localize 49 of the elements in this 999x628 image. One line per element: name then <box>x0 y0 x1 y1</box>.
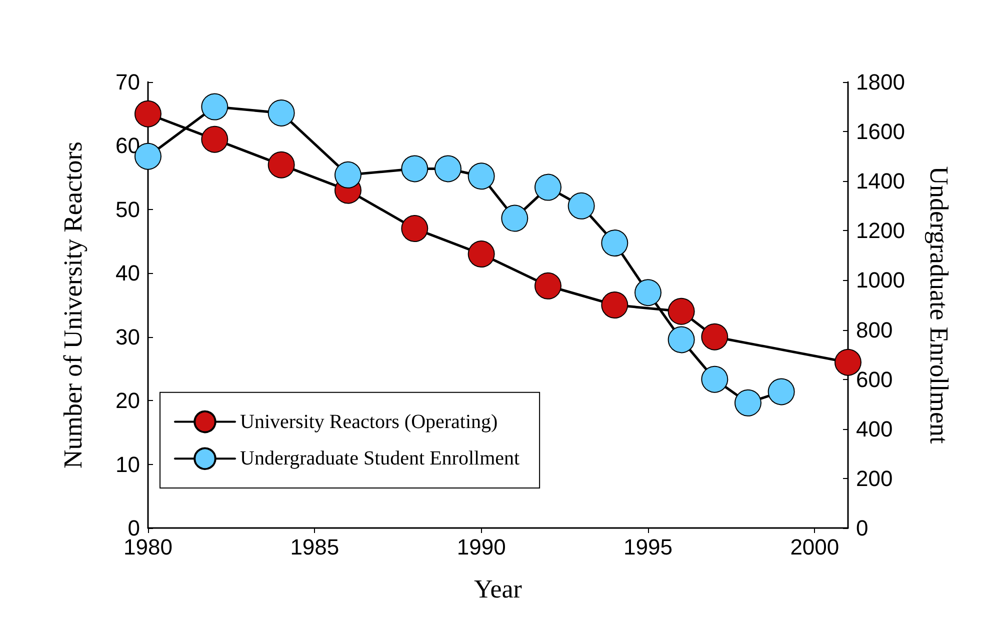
x-tick-label: 1990 <box>456 534 506 560</box>
y2-tick-label: 1600 <box>856 119 905 144</box>
x-tick-label: 2000 <box>790 534 840 560</box>
point <box>601 292 628 318</box>
point <box>268 99 295 126</box>
point <box>701 323 728 350</box>
x-axis-title: Year <box>474 574 522 604</box>
y-tick-label: 40 <box>116 260 140 286</box>
point <box>134 100 162 128</box>
point <box>668 298 695 325</box>
point <box>401 215 428 242</box>
point <box>501 204 528 232</box>
y-tick-label: 70 <box>116 70 140 94</box>
y2-tick-label: 0 <box>856 516 868 540</box>
legend-label: University Reactors (Operating) <box>240 410 498 433</box>
point <box>768 378 795 406</box>
legend-label: Undergraduate Student Enrollment <box>240 448 520 470</box>
y2-tick-label: 1000 <box>856 268 905 293</box>
point <box>201 93 228 120</box>
point <box>734 389 762 416</box>
y2-tick-label: 600 <box>856 366 893 392</box>
y2-axis-title: Undergraduate Enrollment <box>924 166 954 445</box>
point <box>668 326 695 354</box>
y2-tick-label: 400 <box>856 416 893 442</box>
point <box>468 162 495 190</box>
point <box>468 240 495 268</box>
point <box>334 161 362 188</box>
y2-tick-label: 1200 <box>856 218 905 244</box>
y2-tick-label: 1800 <box>856 70 905 94</box>
y-tick-label: 30 <box>116 324 140 350</box>
point <box>268 151 295 178</box>
point <box>701 366 728 393</box>
point <box>634 279 662 306</box>
point <box>434 155 462 182</box>
y-tick-label: 10 <box>116 452 140 477</box>
point <box>534 174 562 201</box>
y-tick-label: 50 <box>116 196 140 222</box>
point <box>201 126 228 153</box>
point <box>534 272 562 300</box>
point <box>401 155 428 182</box>
y-tick-label: 20 <box>116 388 140 414</box>
x-tick-label: 1995 <box>624 534 672 560</box>
x-tick-label: 1985 <box>290 534 340 560</box>
y2-tick-label: 200 <box>856 466 893 491</box>
y2-tick-label: 1400 <box>856 168 905 194</box>
y-axis-title: Number of University Reactors <box>58 141 88 469</box>
point <box>601 230 628 257</box>
y2-tick-label: 800 <box>856 317 893 342</box>
point <box>568 192 595 220</box>
